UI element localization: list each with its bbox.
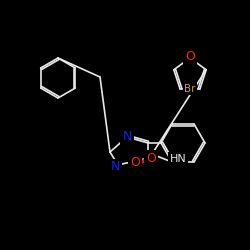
Text: O: O: [130, 156, 140, 168]
Text: N: N: [122, 130, 132, 143]
Text: O: O: [146, 152, 156, 164]
Text: N: N: [110, 160, 120, 173]
Text: Br: Br: [184, 84, 196, 94]
Text: O: O: [185, 50, 195, 64]
Text: HN: HN: [170, 154, 186, 164]
